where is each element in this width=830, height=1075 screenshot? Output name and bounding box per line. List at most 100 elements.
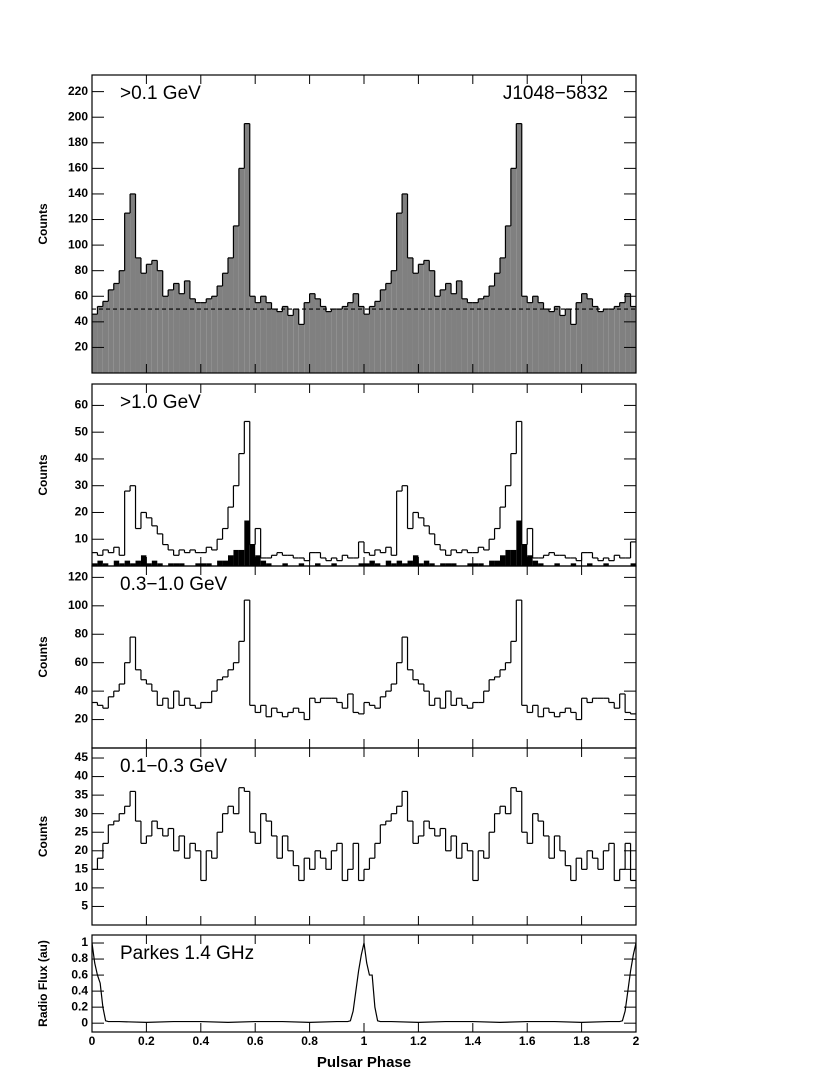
bar (570, 563, 577, 566)
bar (168, 563, 174, 566)
bar (97, 560, 103, 566)
bar (217, 286, 223, 373)
bar (478, 563, 484, 566)
bar (211, 296, 218, 373)
y-tick-label: 20 (75, 712, 89, 726)
bar (494, 560, 500, 566)
bar (587, 563, 593, 566)
bar (543, 309, 549, 373)
bar (151, 260, 158, 373)
bar (402, 193, 408, 373)
plot-area (92, 420, 636, 566)
bar (500, 555, 506, 566)
y-tick-label: 60 (75, 655, 89, 669)
panel-label: >0.1 GeV (120, 83, 201, 104)
bar (249, 296, 256, 373)
y-tick-label: 80 (75, 626, 89, 640)
bar (92, 314, 98, 373)
bar (445, 563, 452, 566)
bar (548, 311, 555, 373)
bar (113, 283, 120, 373)
y-tick-label: 120 (68, 570, 88, 584)
bar (353, 293, 359, 373)
bar (521, 296, 528, 373)
bar (358, 563, 364, 566)
bar (282, 563, 288, 566)
bar (222, 273, 228, 373)
bar (238, 549, 245, 566)
bar (500, 257, 506, 373)
y-tick-label: 0.6 (71, 967, 88, 981)
bar (200, 302, 207, 373)
bar (331, 563, 337, 566)
y-axis-label: Counts (36, 454, 50, 496)
bar (451, 293, 457, 373)
bar (380, 289, 386, 373)
bar (140, 555, 147, 566)
bar (102, 301, 109, 373)
bar (516, 520, 522, 566)
bar (472, 302, 479, 373)
bar (298, 563, 305, 566)
bar (119, 563, 125, 566)
bar (206, 298, 212, 373)
y-tick-label: 200 (68, 109, 88, 123)
bar (282, 306, 288, 373)
bar (206, 563, 212, 566)
bar (358, 306, 364, 373)
bar (532, 296, 539, 373)
y-tick-label: 180 (68, 135, 88, 149)
bar (630, 306, 636, 373)
bar (347, 302, 354, 373)
bar (412, 555, 419, 566)
plot-area (92, 787, 636, 882)
bar (266, 563, 272, 566)
plot-area (92, 123, 636, 373)
bar (418, 563, 424, 566)
plot-area (92, 599, 636, 721)
bar (608, 309, 615, 373)
bar (179, 563, 185, 566)
y-tick-label: 15 (75, 862, 89, 876)
bar (124, 560, 131, 566)
y-tick-label: 40 (75, 683, 89, 697)
y-tick-label: 60 (75, 288, 89, 302)
x-tick-label: 1 (361, 1034, 368, 1048)
bar (173, 283, 180, 373)
bar (576, 302, 582, 373)
bar (287, 315, 294, 373)
bar (434, 296, 441, 373)
bar (369, 306, 375, 373)
y-tick-label: 40 (75, 451, 89, 465)
bar (97, 306, 103, 373)
y-axis-label: Counts (36, 636, 50, 678)
bar (238, 168, 245, 373)
y-tick-label: 30 (75, 478, 89, 492)
bar (92, 563, 98, 566)
bar (489, 286, 495, 373)
bar (162, 296, 169, 373)
y-tick-label: 40 (75, 314, 89, 328)
bar (440, 563, 446, 566)
bar (614, 306, 620, 373)
y-tick-label: 0.4 (71, 983, 88, 997)
panel-label: >1.0 GeV (120, 392, 201, 413)
bar (619, 302, 626, 373)
bar (565, 309, 571, 373)
y-tick-label: 120 (68, 212, 88, 226)
bar (402, 563, 408, 566)
bar (559, 315, 566, 373)
bar (516, 123, 522, 373)
bar (494, 273, 500, 373)
bar (315, 298, 321, 373)
bar (266, 302, 272, 373)
bar (412, 273, 419, 373)
bar (135, 560, 141, 566)
bar (276, 311, 283, 373)
bar (538, 563, 544, 566)
bar (130, 563, 136, 566)
bar (364, 563, 370, 566)
bar (554, 563, 560, 566)
y-tick-label: 5 (81, 899, 88, 913)
